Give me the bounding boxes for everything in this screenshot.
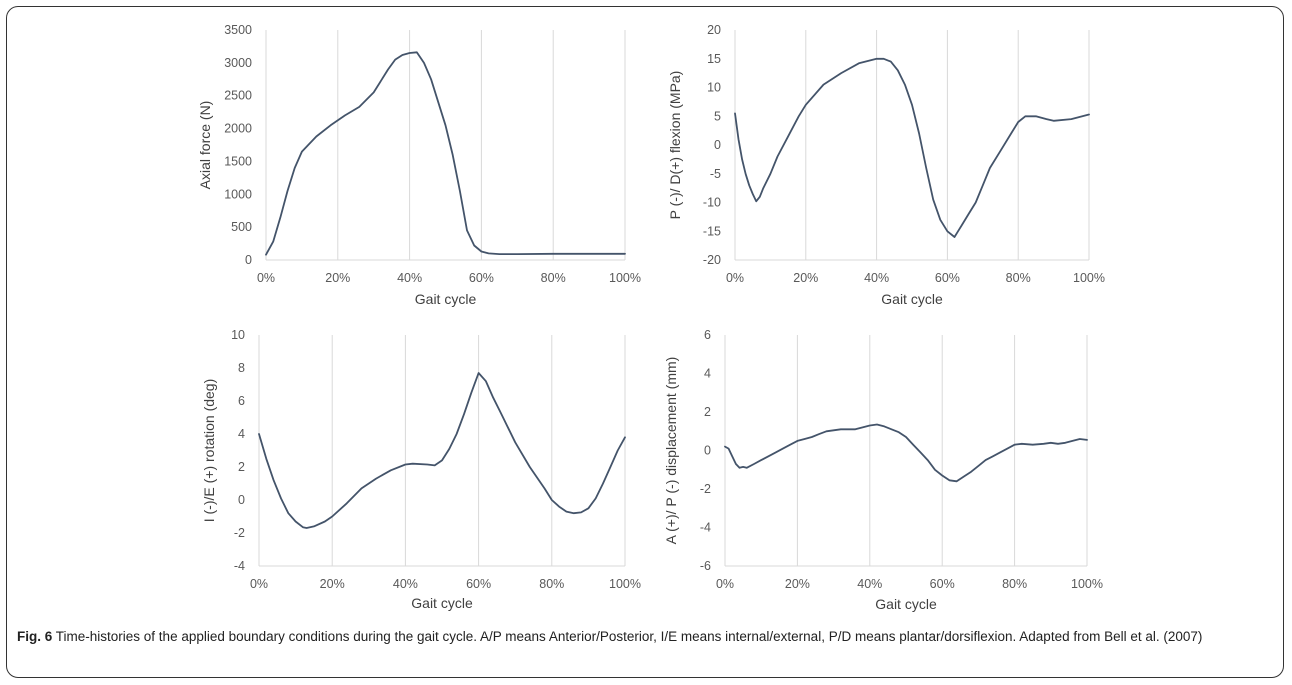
chart3-x-tick-label: 80%: [539, 577, 564, 591]
chart3-x-axis-title: Gait cycle: [411, 595, 473, 611]
chart3-y-tick-label: -2: [234, 526, 245, 540]
chart2-x-tick-label: 0%: [726, 271, 744, 285]
chart3-y-tick-label: 10: [231, 328, 245, 342]
chart1-y-tick-label: 0: [245, 253, 252, 267]
chart2-y-axis-title: P (-)/ D(+) flexion (MPa): [667, 71, 683, 220]
chart3-y-tick-label: 0: [238, 493, 245, 507]
chart2-x-tick-label: 40%: [864, 271, 889, 285]
chart1-x-tick-label: 80%: [541, 271, 566, 285]
chart1-x-tick-label: 20%: [325, 271, 350, 285]
chart3-y-tick-label: 2: [238, 460, 245, 474]
chart4-y-tick-label: 0: [704, 444, 711, 458]
chart4-y-axis-title: A (+)/ P (-) displacement (mm): [663, 357, 679, 545]
caption-text: Time-histories of the applied boundary c…: [56, 629, 1203, 644]
chart4-y-tick-label: -4: [700, 521, 711, 535]
chart2-y-tick-label: 15: [707, 52, 721, 66]
chart1-x-tick-label: 100%: [609, 271, 641, 285]
chart2-x-tick-label: 60%: [935, 271, 960, 285]
chart2-x-tick-label: 80%: [1006, 271, 1031, 285]
chart2-y-tick-label: -10: [703, 196, 721, 210]
chart4-x-tick-label: 20%: [785, 577, 810, 591]
chart1-y-tick-label: 1000: [224, 187, 252, 201]
chart1-y-tick-label: 1500: [224, 154, 252, 168]
chart2-y-tick-label: 0: [714, 138, 721, 152]
chart4-y-tick-label: 4: [704, 367, 711, 381]
chart2-x-axis-title: Gait cycle: [881, 291, 943, 307]
chart4-x-tick-label: 40%: [857, 577, 882, 591]
chart2-y-tick-label: 10: [707, 81, 721, 95]
chart3-y-tick-label: 8: [238, 361, 245, 375]
chart1-y-tick-label: 3000: [224, 56, 252, 70]
chart3-y-tick-label: -4: [234, 559, 245, 573]
chart3-x-tick-label: 60%: [466, 577, 491, 591]
chart3-x-tick-label: 20%: [320, 577, 345, 591]
chart2-y-tick-label: -20: [703, 253, 721, 267]
chart4-y-tick-label: -2: [700, 482, 711, 496]
chart2-series-line: [735, 59, 1089, 237]
chart2-x-tick-label: 100%: [1073, 271, 1105, 285]
figure-caption: Fig. 6 Time-histories of the applied bou…: [17, 627, 1267, 647]
chart4-y-tick-label: 6: [704, 328, 711, 342]
chart1-x-tick-label: 0%: [257, 271, 275, 285]
chart4-x-tick-label: 0%: [716, 577, 734, 591]
chart1-x-axis-title: Gait cycle: [415, 291, 477, 307]
chart4-y-tick-label: 2: [704, 405, 711, 419]
chart4-x-tick-label: 60%: [930, 577, 955, 591]
chart2-y-tick-label: 20: [707, 23, 721, 37]
chart2-y-tick-label: -5: [710, 167, 721, 181]
chart3-y-tick-label: 4: [238, 427, 245, 441]
chart3-x-tick-label: 100%: [609, 577, 641, 591]
chart4-x-tick-label: 100%: [1071, 577, 1103, 591]
chart1-y-tick-label: 3500: [224, 23, 252, 37]
chart1-x-tick-label: 40%: [397, 271, 422, 285]
chart2-x-tick-label: 20%: [793, 271, 818, 285]
chart1-y-axis-title: Axial force (N): [197, 101, 213, 190]
chart4-x-tick-label: 80%: [1002, 577, 1027, 591]
caption-label: Fig. 6: [17, 629, 52, 644]
chart1-y-tick-label: 2500: [224, 89, 252, 103]
chart3-x-tick-label: 40%: [393, 577, 418, 591]
chart2-y-tick-label: -15: [703, 224, 721, 238]
chart1-y-tick-label: 2000: [224, 122, 252, 136]
chart3-series-line: [259, 373, 625, 528]
chart3-y-tick-label: 6: [238, 394, 245, 408]
chart1-x-tick-label: 60%: [469, 271, 494, 285]
chart1-series-line: [266, 52, 625, 254]
chart3-y-axis-title: I (-)/E (+) rotation (deg): [201, 379, 217, 523]
chart3-x-tick-label: 0%: [250, 577, 268, 591]
chart2-y-tick-label: 5: [714, 109, 721, 123]
chart4-y-tick-label: -6: [700, 559, 711, 573]
chart1-y-tick-label: 500: [231, 220, 252, 234]
chart4-series-line: [725, 425, 1087, 482]
chart4-x-axis-title: Gait cycle: [875, 596, 937, 612]
